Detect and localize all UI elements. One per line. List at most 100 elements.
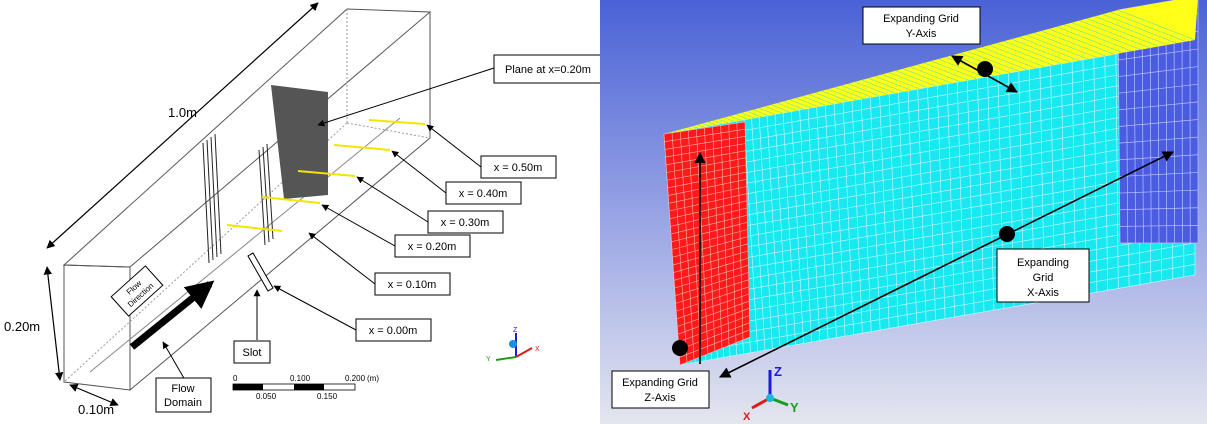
mesh-line	[663, 121, 746, 135]
x040-callout: x = 0.40m	[445, 181, 522, 205]
mesh-line	[1079, 20, 1150, 49]
mesh-line	[909, 66, 952, 84]
svg-text:0.150: 0.150	[317, 392, 338, 401]
mesh-line	[783, 101, 804, 110]
mesh-line	[848, 83, 880, 97]
mesh-line	[1118, 119, 1199, 127]
mesh-line	[683, 128, 687, 131]
mesh-line	[789, 99, 812, 109]
mesh-line	[1048, 28, 1115, 55]
mesh-line	[888, 72, 928, 88]
left-panel: 1.0m 0.20m 0.10m Flow Direction	[4, 2, 603, 417]
svg-text:x = 0.10m: x = 0.10m	[388, 279, 437, 291]
mesh-line	[1094, 16, 1168, 46]
x020-callout: x = 0.20m	[394, 234, 471, 258]
mesh-line	[777, 102, 797, 111]
flow-arrow	[129, 280, 215, 350]
svg-text:x = 0.30m: x = 0.30m	[441, 217, 490, 229]
mesh-line	[828, 88, 857, 101]
mesh-line	[1033, 32, 1097, 58]
slot-shape	[247, 252, 274, 292]
mesh-line	[861, 79, 896, 94]
mesh-line	[1063, 24, 1133, 52]
mesh-line	[664, 128, 746, 142]
right-panel: Expanding Grid Y-Axis Expanding Grid X-A…	[600, 0, 1207, 424]
mesh-line	[868, 77, 904, 92]
y-axis-marker	[977, 61, 993, 77]
width-label: 0.10m	[78, 402, 114, 417]
slot-callout: Slot	[233, 340, 271, 364]
mesh-line	[854, 81, 888, 95]
svg-text:(m): (m)	[367, 374, 379, 383]
right-axis-triad: Z Y X	[743, 364, 799, 423]
mesh-line	[1119, 136, 1199, 144]
mesh-line	[692, 125, 698, 129]
mesh-line	[770, 104, 790, 113]
svg-text:0: 0	[233, 374, 238, 383]
svg-text:Expanding Grid: Expanding Grid	[622, 377, 698, 389]
svg-text:Y: Y	[486, 356, 491, 363]
x050-callout: x = 0.50m	[480, 155, 557, 179]
z-axis-callout: Expanding Grid Z-Axis	[611, 370, 710, 409]
svg-text:Z-Axis: Z-Axis	[644, 392, 676, 404]
mesh-line	[752, 109, 769, 116]
grid-strips	[202, 133, 274, 264]
svg-text:0.200: 0.200	[345, 374, 366, 383]
svg-text:x = 0.40m: x = 0.40m	[459, 188, 508, 200]
mesh-line	[834, 87, 864, 99]
mesh-line	[1003, 40, 1062, 64]
svg-text:Expanding Grid: Expanding Grid	[883, 13, 959, 25]
mesh-line	[665, 136, 746, 150]
plane-callout: Plane at x=0.20m	[493, 54, 603, 84]
svg-text:Z: Z	[774, 364, 782, 379]
mesh-line	[758, 107, 776, 115]
mesh-line	[902, 68, 944, 85]
mesh-line	[724, 117, 735, 122]
mesh-line	[1071, 22, 1141, 50]
dimension-arrows	[43, 2, 319, 406]
svg-text:X: X	[743, 411, 751, 423]
callout-leaders	[162, 67, 495, 381]
mesh-line	[875, 76, 912, 91]
svg-text:Y: Y	[790, 400, 799, 415]
mesh-top-gridlines	[666, 9, 1196, 134]
mesh-line	[1110, 11, 1187, 42]
mesh-line	[815, 92, 841, 103]
mesh-line	[802, 95, 826, 106]
svg-text:Slot: Slot	[243, 347, 262, 359]
mesh-line	[1011, 38, 1071, 63]
mesh-line	[764, 106, 783, 114]
svg-text:Y-Axis: Y-Axis	[906, 28, 937, 40]
x-axis-callout: Expanding Grid X-Axis	[996, 248, 1090, 303]
mesh-line	[882, 74, 920, 90]
flow-direction-box: Flow Direction	[110, 265, 164, 317]
mesh-line	[1118, 48, 1199, 61]
mesh-line	[746, 111, 762, 118]
length-label: 1.0m	[168, 105, 197, 120]
mesh-line	[664, 50, 1196, 145]
mesh-line	[795, 97, 819, 107]
mesh-line	[713, 120, 722, 125]
svg-text:X: X	[535, 346, 540, 353]
mesh-top-face	[664, 0, 1198, 134]
svg-text:Z: Z	[513, 327, 518, 334]
mesh-line	[1026, 34, 1088, 60]
left-axis-triad: Z Y X	[486, 327, 540, 363]
svg-text:0.050: 0.050	[256, 392, 277, 401]
x000-callout: x = 0.00m	[355, 318, 432, 342]
flow-domain-callout: Flow Domain	[155, 377, 212, 413]
svg-text:x = 0.00m: x = 0.00m	[369, 325, 418, 337]
svg-text:x = 0.50m: x = 0.50m	[494, 162, 543, 174]
plane-at-x020	[271, 85, 328, 199]
mesh-line	[735, 114, 748, 120]
mesh-line	[687, 127, 692, 130]
mesh-line	[1118, 66, 1199, 77]
mesh-line	[729, 115, 742, 121]
mesh-line	[665, 61, 1196, 156]
mesh-line	[718, 118, 729, 123]
svg-text:X-Axis: X-Axis	[1027, 287, 1059, 299]
mesh-line	[1041, 30, 1106, 57]
mesh-line	[697, 124, 704, 128]
mesh-line	[841, 85, 872, 98]
